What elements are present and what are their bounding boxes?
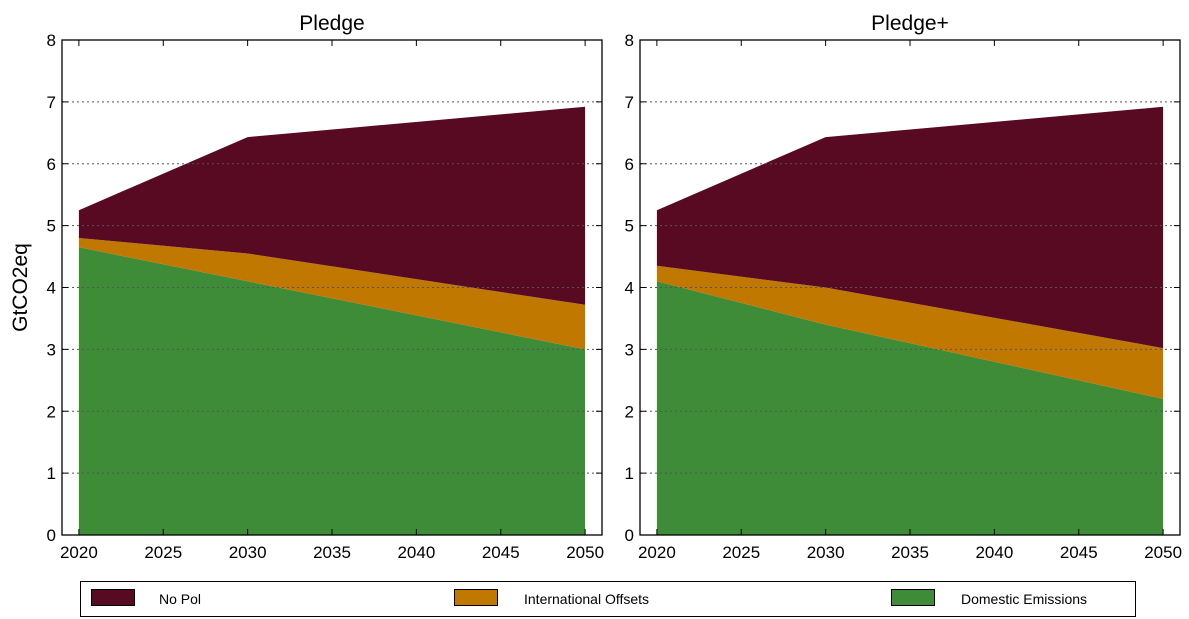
panel-1-ytick-label-0: 0	[47, 526, 56, 545]
panel-2-ytick-label-4: 4	[625, 279, 634, 298]
panel-2-ytick-label-2: 2	[625, 402, 634, 421]
panel-2-xtick-label-2035: 2035	[891, 543, 929, 562]
legend: No Pol International Offsets Domestic Em…	[80, 581, 1136, 617]
panel-1-xtick-label-2025: 2025	[144, 543, 182, 562]
panel-2-xtick-label-2040: 2040	[975, 543, 1013, 562]
panel-2-ytick-label-8: 8	[625, 31, 634, 50]
panel-2-ytick-label-3: 3	[625, 340, 634, 359]
panel-1-xtick-label-2040: 2040	[397, 543, 435, 562]
panel-2-ytick-label-7: 7	[625, 93, 634, 112]
panel-2-area-domestic-emissions	[656, 281, 1164, 535]
panel-1-ylabel: GtCO2eq	[9, 243, 32, 332]
legend-swatch-no-pol	[91, 589, 135, 606]
panel-1-area-international-offsets	[78, 238, 586, 350]
panel-1-xtick-label-2030: 2030	[229, 543, 267, 562]
panel-2-ytick-label-6: 6	[625, 155, 634, 174]
panel-1-ytick-label-1: 1	[47, 464, 56, 483]
panel-2-area-international-offsets	[656, 265, 1164, 399]
panel-2-xtick-label-2025: 2025	[722, 543, 760, 562]
legend-swatch-domestic-emissions	[891, 589, 935, 606]
legend-label-no-pol: No Pol	[159, 591, 202, 607]
panel-1-ytick-label-4: 4	[47, 279, 56, 298]
panel-2-xtick-label-2030: 2030	[807, 543, 845, 562]
panel-2-ytick-label-0: 0	[625, 526, 634, 545]
panel-2-xtick-label-2045: 2045	[1060, 543, 1098, 562]
legend-label-domestic-emissions: Domestic Emissions	[961, 591, 1088, 607]
panel-1-title: Pledge	[299, 12, 364, 35]
panel-1-area-no-pol	[78, 106, 586, 305]
panel-1-area-domestic-emissions	[78, 247, 586, 536]
panel-2-xtick-label-2050: 2050	[1144, 543, 1182, 562]
panel-2-ytick-label-5: 5	[625, 217, 634, 236]
panel-1-ytick-label-7: 7	[47, 93, 56, 112]
panel-1-ytick-label-3: 3	[47, 340, 56, 359]
panel-2-ytick-label-1: 1	[625, 464, 634, 483]
panel-1-xtick-label-2045: 2045	[482, 543, 520, 562]
panel-1-xtick-label-2020: 2020	[60, 543, 98, 562]
panel-1-xtick-label-2050: 2050	[566, 543, 604, 562]
legend-swatch-international-offsets	[454, 589, 498, 606]
legend-label-international-offsets: International Offsets	[524, 591, 650, 607]
panel-1-xtick-label-2035: 2035	[313, 543, 351, 562]
panel-2-title: Pledge+	[871, 12, 949, 35]
panel-1-ytick-label-6: 6	[47, 155, 56, 174]
panel-2-xtick-label-2020: 2020	[638, 543, 676, 562]
panel-1-ytick-label-8: 8	[47, 31, 56, 50]
panel-1-ytick-label-2: 2	[47, 402, 56, 421]
panel-1-ytick-label-5: 5	[47, 217, 56, 236]
